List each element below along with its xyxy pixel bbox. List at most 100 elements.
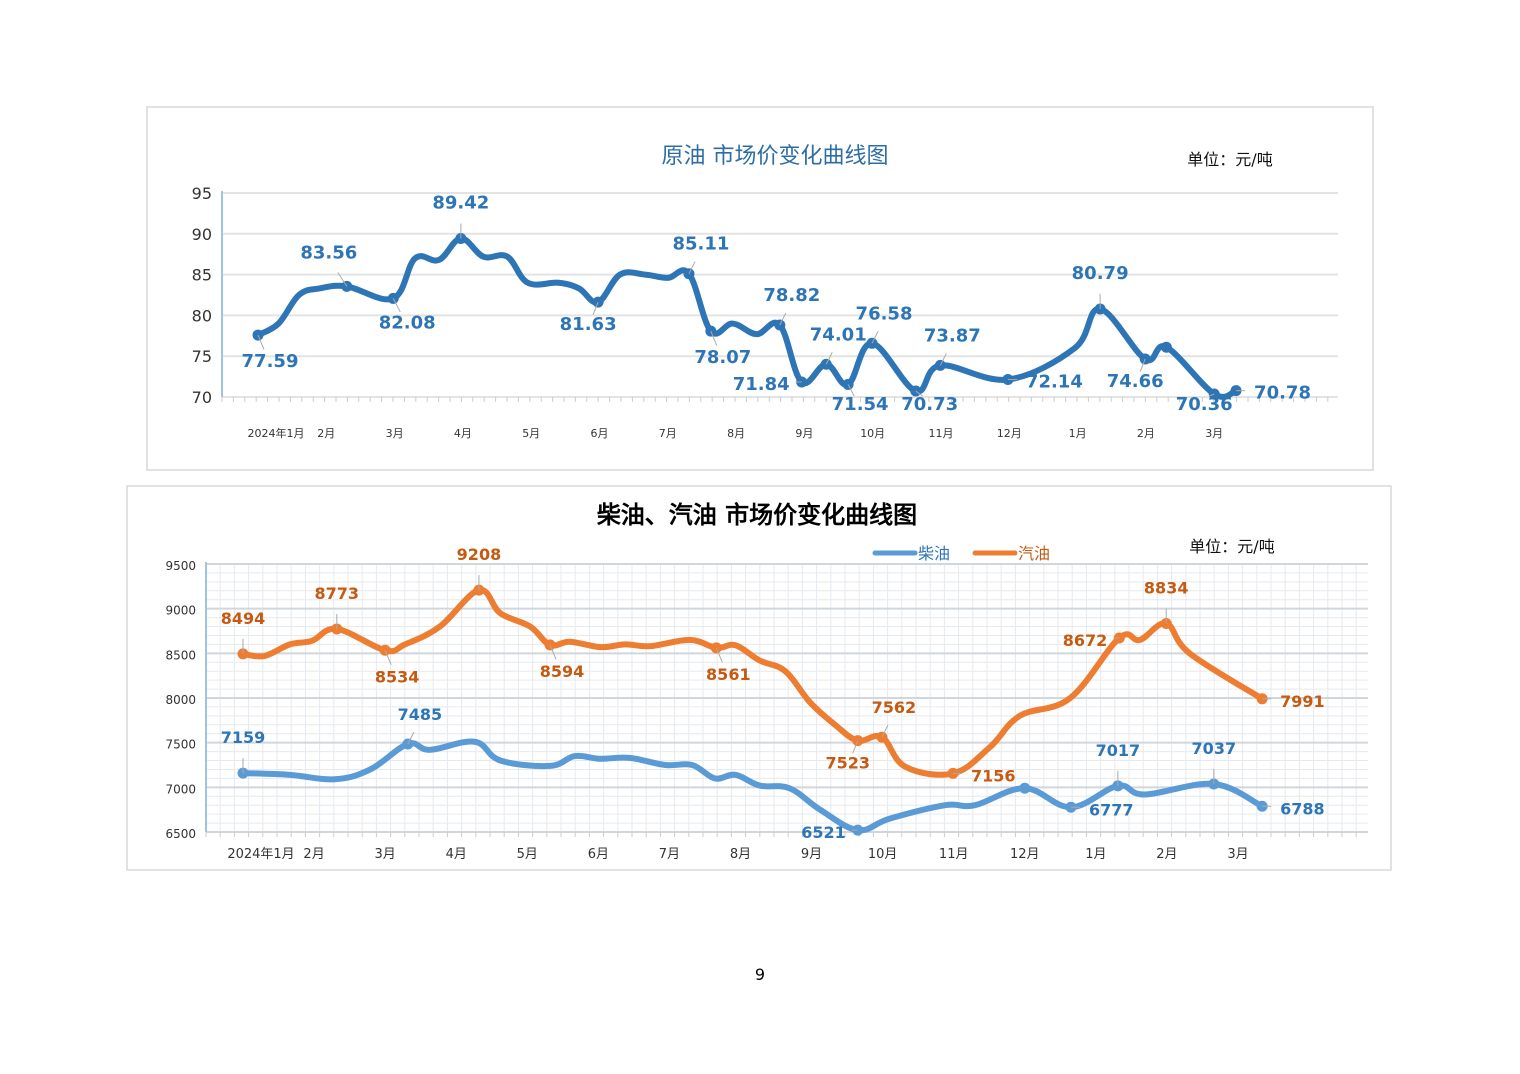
data-label: 74.01: [810, 324, 867, 345]
x-tick-label: 10月: [868, 847, 898, 862]
leader-line: [384, 650, 392, 665]
x-tick-label: 1月: [1085, 847, 1106, 862]
series-柴油: 7159 7485 6521 6777 7017 7037 6788: [221, 705, 1325, 842]
data-point: [1019, 782, 1031, 794]
y-tick-label: 9000: [165, 604, 196, 618]
data-label: 70.73: [901, 394, 958, 415]
x-tick-label: 2024年1月: [227, 847, 294, 862]
x-tick-label: 12月: [997, 427, 1022, 440]
leader-line: [688, 261, 696, 274]
x-tick-label: 7月: [659, 847, 680, 862]
series-line: [240, 738, 1266, 834]
x-tick-label: 4月: [446, 847, 467, 862]
y-tick-label: 90: [192, 225, 212, 244]
x-tick-label: 2月: [317, 427, 335, 440]
data-label: 7523: [825, 754, 870, 773]
leader-line: [779, 312, 787, 326]
y-tick-label: 6500: [165, 827, 196, 841]
x-tick-label: 3月: [374, 847, 395, 862]
x-tick-label: 2月: [1137, 427, 1155, 440]
y-tick-label: 80: [192, 306, 212, 325]
leader-line: [392, 298, 401, 313]
series-汽油: 8494 8773 8534 9208 8594 8561 7523 7562 7156 8672…: [221, 545, 1325, 785]
leader-line: [592, 301, 599, 315]
leader-line: [847, 384, 855, 397]
data-label: 7562: [872, 698, 917, 717]
leader-line: [715, 647, 723, 663]
series-crude-oil: 77.59 83.56 82.08 89.42 81.63 85.11 78.07 78.82…: [242, 193, 1311, 415]
data-label: 77.59: [242, 351, 299, 372]
data-label: 89.42: [432, 193, 489, 214]
x-tick-label: 11月: [939, 847, 969, 862]
crude-oil-chart: 70 75 80 85 90 95 2024年1月 2月 3月 4月 5月 6月 7月 8月 9月 10月 11…: [146, 106, 1374, 471]
x-tick-label: 5月: [522, 427, 540, 440]
data-label: 82.08: [379, 312, 436, 333]
unit-label: 单位：元/吨: [1187, 150, 1272, 169]
data-label: 8534: [375, 667, 420, 686]
data-point: [1160, 341, 1172, 353]
leader-line: [915, 390, 924, 397]
diesel-gasoline-chart: 6500 7000 7500 8000 8500 9000 9500 2024年1月 2月 3月 4…: [126, 485, 1392, 871]
data-label: 8834: [1144, 578, 1189, 597]
leader-line: [1209, 393, 1215, 397]
x-tick-label: 2月: [1156, 847, 1177, 862]
data-label: 72.14: [1026, 372, 1083, 393]
chart-frame: [126, 485, 1392, 871]
data-label: 73.87: [924, 325, 981, 346]
legend-label: 柴油: [918, 544, 950, 563]
x-tick-label: 8月: [730, 847, 751, 862]
legend-label: 汽油: [1018, 544, 1050, 563]
data-label: 7159: [221, 728, 266, 747]
leader-line: [1139, 358, 1146, 372]
data-label: 70.36: [1176, 394, 1233, 415]
x-tick-label: 12月: [1010, 847, 1040, 862]
x-tick-label: 9月: [795, 427, 813, 440]
data-label: 80.79: [1072, 263, 1129, 284]
data-label: 6521: [801, 823, 846, 842]
data-label: 7017: [1096, 741, 1141, 760]
leader-line: [881, 724, 889, 738]
x-tick-label: 4月: [454, 427, 472, 440]
x-tick-label: 2月: [303, 847, 324, 862]
data-label: 70.78: [1254, 383, 1311, 404]
x-tick-label: 5月: [517, 847, 538, 862]
y-tick-label: 70: [192, 388, 212, 407]
leader-line: [549, 644, 557, 660]
y-tick-label: 8000: [165, 693, 196, 707]
x-tick-label: 11月: [929, 427, 954, 440]
leader-line: [852, 740, 859, 754]
x-tick-label: 6月: [588, 847, 609, 862]
data-label: 7991: [1280, 692, 1325, 711]
unit-label: 单位：元/吨: [1189, 537, 1274, 556]
x-tick-label: 7月: [659, 427, 677, 440]
y-tick-label: 7000: [165, 782, 196, 796]
data-label: 6788: [1280, 799, 1325, 818]
data-label: 83.56: [300, 242, 357, 263]
data-label: 7485: [398, 705, 443, 724]
data-label: 74.66: [1107, 371, 1164, 392]
data-label: 7037: [1192, 739, 1237, 758]
data-label: 8773: [315, 584, 360, 603]
y-tick-label: 85: [192, 266, 212, 285]
y-tick-label: 75: [192, 347, 212, 366]
data-label: 8494: [221, 609, 266, 628]
data-label: 78.07: [694, 347, 751, 368]
leader-line: [871, 331, 879, 344]
chart-title: 原油 市场价变化曲线图: [662, 144, 889, 169]
data-label: 8672: [1063, 631, 1108, 650]
x-tick-label: 1月: [1069, 427, 1087, 440]
data-label: 9208: [457, 545, 502, 564]
leader-line: [939, 353, 947, 366]
x-tick-label: 6月: [591, 427, 609, 440]
leader-line: [710, 330, 718, 346]
data-label: 85.11: [673, 234, 730, 255]
data-label: 71.84: [733, 374, 790, 395]
data-label: 71.54: [832, 394, 889, 415]
y-tick-label: 95: [192, 184, 212, 203]
data-label: 76.58: [856, 303, 913, 324]
page-number: 9: [754, 965, 766, 984]
x-tick-label: 10月: [860, 427, 885, 440]
leader-line: [407, 731, 415, 745]
data-label: 81.63: [560, 314, 617, 335]
